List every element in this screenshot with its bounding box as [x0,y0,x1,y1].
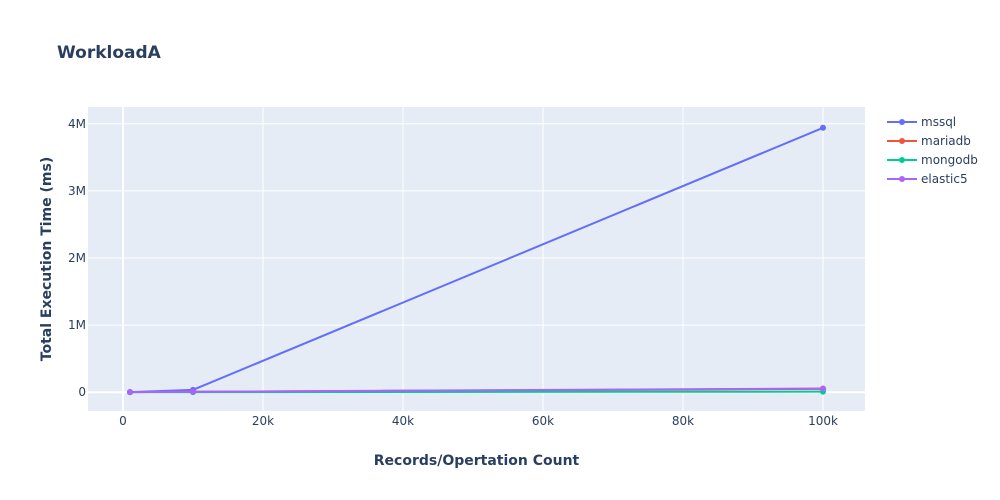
data-point [820,124,826,131]
legend-label: mariadb [921,134,971,148]
x-tick-label: 100k [808,414,838,428]
data-point [190,388,196,395]
legend-label: mssql [921,115,956,129]
x-tick-label: 20k [252,414,274,428]
legend-item-elastic5[interactable]: elastic5 [887,172,968,186]
legend-item-mariadb[interactable]: mariadb [887,134,971,148]
y-axis-title: Total Execution Time (ms) [39,157,55,361]
y-tick-label: 4M [68,117,86,131]
chart-title: WorkloadA [57,43,162,63]
y-tick-label: 2M [68,251,86,265]
legend-item-mssql[interactable]: mssql [887,115,956,129]
y-tick-label: 0 [78,385,86,399]
x-tick-label: 80k [672,414,694,428]
series-layer [127,124,826,396]
legend-marker [899,176,905,182]
y-tick-label: 3M [68,184,86,198]
legend-marker [899,138,905,144]
y-tick-label: 1M [68,318,86,332]
data-point [127,389,133,396]
x-tick-label: 60k [532,414,554,428]
x-tick-label: 40k [392,414,414,428]
legend-marker [899,119,905,125]
data-point [820,385,826,392]
x-tick-label: 0 [119,414,127,428]
series-elastic5 [127,385,826,396]
axis-ticks: 0 20k 40k 60k 80k 100k 0 1M 2M 3M 4M [68,117,838,428]
legend-label: elastic5 [921,172,968,186]
legend-marker [899,157,905,163]
legend: mssql mariadb mongodb elastic5 [887,115,978,186]
legend-item-mongodb[interactable]: mongodb [887,153,978,167]
legend-label: mongodb [921,153,978,167]
x-axis-title: Records/Opertation Count [374,453,580,469]
plot-area [88,107,865,411]
